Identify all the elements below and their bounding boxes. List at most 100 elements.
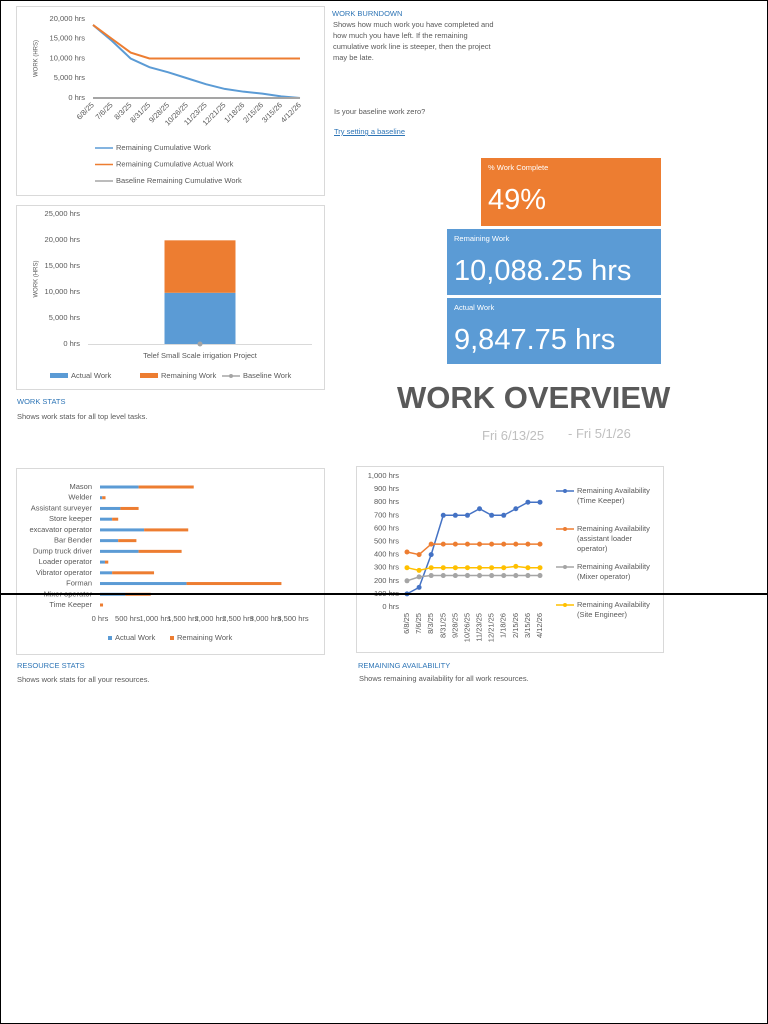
data-point: [477, 506, 483, 512]
y-tick-label: 0 hrs: [68, 93, 85, 102]
data-point: [452, 512, 458, 518]
kpi-label: % Work Complete: [488, 163, 549, 172]
y-axis-label: WORK (HRS): [34, 40, 40, 77]
data-point: [452, 565, 458, 571]
finish-date: - Fri 5/1/26: [568, 426, 631, 441]
legend-label: Baseline Work: [243, 371, 291, 380]
kpi-card: % Work Complete 49%: [481, 158, 661, 226]
data-point: [501, 512, 507, 518]
bar-segment: [100, 485, 139, 489]
data-point: [513, 506, 519, 512]
legend-label: Remaining Cumulative Actual Work: [116, 159, 234, 168]
data-point: [404, 565, 410, 571]
data-point: [513, 563, 519, 569]
data-point: [428, 573, 434, 579]
y-tick-label: Bar Bender: [54, 536, 92, 545]
x-tick-label: 4/12/26: [535, 613, 544, 638]
data-point: [525, 565, 531, 571]
x-tick-label: 1,500 hrs: [167, 614, 199, 623]
bar-segment: [144, 528, 189, 532]
section-heading: WORK BURNDOWN: [332, 9, 403, 18]
bar-segment: [100, 560, 105, 564]
x-tick-label: 3,000 hrs: [250, 614, 282, 623]
legend-swatch: [108, 636, 112, 640]
legend-label: Baseline Remaining Cumulative Work: [116, 176, 242, 185]
x-tick-label: 4/12/26: [279, 100, 303, 124]
x-tick-label: 10/26/25: [462, 613, 471, 642]
y-tick-label: 500 hrs: [374, 536, 399, 545]
y-tick-label: Forman: [66, 579, 92, 588]
data-point: [477, 573, 483, 579]
section-text: Shows remaining availability for all wor…: [359, 674, 529, 683]
x-tick-label: 3,500 hrs: [277, 614, 309, 623]
y-tick-label: 25,000 hrs: [45, 209, 81, 218]
x-tick-label: 1/18/26: [499, 613, 508, 638]
y-tick-label: Welder: [68, 493, 92, 502]
legend-marker: [229, 374, 233, 378]
bar-segment: [100, 506, 121, 510]
link[interactable]: Try setting a baseline: [334, 127, 406, 136]
x-tick-label: 8/3/25: [426, 613, 435, 634]
bar-segment: [100, 582, 187, 586]
y-tick-label: 600 hrs: [374, 523, 399, 532]
y-tick-label: 0 hrs: [63, 339, 80, 348]
legend-marker: [563, 489, 567, 493]
legend-label: Remaining Cumulative Work: [116, 143, 211, 152]
data-point: [513, 541, 519, 547]
x-tick-label: 0 hrs: [92, 614, 109, 623]
y-tick-label: Loader operator: [39, 557, 93, 566]
data-point: [537, 541, 543, 547]
y-tick-label: 1,000 hrs: [368, 471, 400, 480]
data-line: [92, 24, 300, 60]
data-point: [464, 541, 470, 547]
legend-label: Remaining Availability (Site Engineer): [577, 600, 650, 619]
legend-label: Remaining Availability (assistant loader o…: [577, 524, 650, 553]
x-tick-label: 2,500 hrs: [222, 614, 254, 623]
legend-swatch: [170, 636, 174, 640]
bar-segment: [186, 582, 282, 586]
section-text: Shows work stats for all your resources.: [17, 675, 150, 684]
data-point: [428, 541, 434, 547]
data-point: [464, 573, 470, 579]
kpi-card: Remaining Work 10,088.25 hrs: [447, 229, 661, 295]
data-point: [489, 512, 495, 518]
bar-segment: [118, 539, 137, 543]
data-point: [513, 573, 519, 579]
legend-swatch: [50, 373, 68, 378]
bar-segment: [100, 549, 139, 553]
data-point: [489, 573, 495, 579]
bar-segment: [104, 560, 109, 564]
data-point: [501, 541, 507, 547]
data-point: [416, 584, 422, 590]
data-point: [525, 573, 531, 579]
y-tick-label: 0 hrs: [382, 602, 399, 611]
chart-frame: [16, 468, 325, 655]
question: Is your baseline work zero?: [334, 107, 426, 116]
data-point: [464, 565, 470, 571]
data-point: [416, 567, 422, 573]
data-point: [489, 541, 495, 547]
x-tick-label: 7/6/25: [414, 613, 423, 634]
y-tick-label: 10,000 hrs: [50, 53, 86, 62]
y-tick-label: Assistant surveyer: [31, 503, 93, 512]
data-point: [525, 499, 531, 505]
y-tick-label: 15,000 hrs: [45, 261, 81, 270]
x-tick-label: 6/8/25: [75, 100, 96, 121]
y-tick-label: 5,000 hrs: [54, 73, 86, 82]
x-tick-label: 6/8/25: [402, 613, 411, 634]
legend-label: Remaining Work: [161, 371, 217, 380]
y-tick-label: Mason: [69, 482, 92, 491]
data-point: [428, 565, 434, 571]
x-tick-label: 11/23/25: [475, 613, 484, 642]
kpi-value: 9,847.75 hrs: [454, 324, 616, 356]
section-heading: REMAINING AVAILABILITY: [358, 661, 451, 670]
y-tick-label: excavator operator: [29, 525, 92, 534]
y-tick-label: Store keeper: [49, 514, 92, 523]
y-tick-label: 200 hrs: [374, 576, 399, 585]
data-point: [525, 541, 531, 547]
data-point: [452, 541, 458, 547]
y-tick-label: 5,000 hrs: [49, 313, 81, 322]
data-line: [92, 24, 301, 99]
